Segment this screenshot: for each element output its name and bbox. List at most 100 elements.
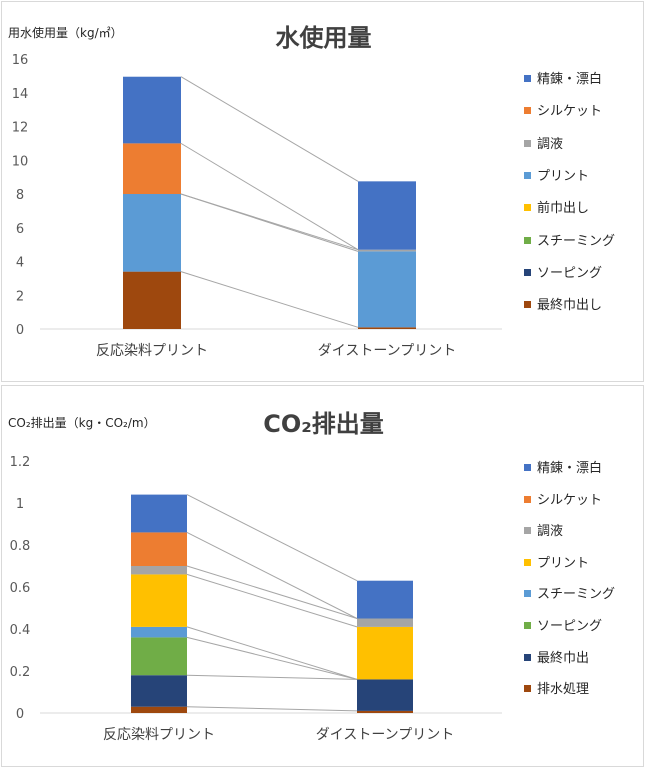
bar-segment [123,271,181,329]
series-connector-line [180,193,359,251]
legend-label: 精錬・漂白 [537,72,603,87]
bar-segment [357,710,413,713]
series-connector-line [186,565,358,619]
bar-segment [123,76,181,144]
legend-label: ソーピング [537,619,603,634]
legend-item: 調液 [524,133,564,152]
legend-item: ソーピング [524,262,603,281]
legend-item: ソーピング [524,615,603,634]
legend-swatch [524,171,531,179]
bar-segment [357,679,413,711]
y-tick-label: 1.2 [10,455,31,470]
legend-item: 精錬・漂白 [524,457,603,476]
co2-emission-chart-title: CO₂排出量 [263,410,384,438]
legend-swatch [524,558,531,566]
y-tick-label: 0 [16,707,24,722]
legend-item: 調液 [524,520,564,540]
series-connector-line [186,531,358,619]
y-tick-label: 1 [16,497,24,512]
legend-item: 精錬・漂白 [524,68,603,87]
legend-label: 精錬・漂白 [537,461,603,476]
legend-item: プリント [524,165,589,184]
co2-emission-chart-panel: 0 0.2 0.4 0.6 0.8 1 1.2 反応染料プリント ダイストーンプリント CO₂排… [1,385,644,767]
series-connector-line [180,76,359,182]
legend-label: シルケット [537,104,603,120]
legend-swatch [524,495,531,503]
legend-label: シルケット [537,492,603,508]
water-usage-chart-panel: 0 2 4 6 8 10 12 14 16 反応染料プリント ダイストーンプリント 水使用量 用水使… [1,1,644,382]
bar-segment [357,626,413,680]
legend-swatch [524,527,531,535]
x-category-label: ダイストーンプリント [316,727,454,743]
legend-item: 前巾出し [524,197,590,217]
legend-item: スチーミング [524,230,615,249]
legend-swatch [524,590,531,598]
y-tick-label: 0.6 [10,581,31,596]
legend-item: 最終巾出し [524,294,603,314]
y-tick-label: 4 [16,256,24,271]
legend-swatch [524,139,531,147]
series-connector-line [180,271,359,328]
legend-label: スチーミング [537,587,616,603]
series-connector-line [186,573,358,628]
legend-label: ソーピング [537,265,603,281]
legend-swatch [524,464,531,471]
legend-label: 前巾出し [537,201,590,217]
bar-segment [357,580,413,619]
bar-segment [123,194,181,272]
series-connector-line [186,626,358,680]
y-tick-label: 6 [16,222,24,237]
y-tick-label: 10 [12,154,29,169]
water-usage-chart-plot: 0 2 4 6 8 10 12 14 16 反応染料プリント ダイストーンプリント [12,53,502,359]
bar-segment [131,574,187,627]
y-tick-label: 16 [12,53,29,68]
bar-segment [358,181,416,250]
y-tick-label: 2 [16,289,24,304]
bar-segment [123,143,181,194]
legend-label: 調液 [537,136,564,152]
co2-emission-chart-plot: 0 0.2 0.4 0.6 0.8 1 1.2 反応染料プリント ダイストーンプリント [10,455,502,743]
y-tick-label: 8 [16,188,24,203]
legend-swatch [524,301,531,309]
legend-swatch [524,268,531,276]
legend-swatch [524,653,531,661]
series-connector-line [186,636,358,680]
bar-segment [358,249,416,252]
legend-item: 排水処理 [524,678,590,698]
y-tick-label: 12 [12,121,29,136]
bar-segment [131,626,187,638]
y-tick-label: 0 [16,323,24,338]
legend-label: 最終巾出し [537,298,603,314]
legend-swatch [524,107,531,115]
legend-swatch [524,685,531,693]
legend-label: 排水処理 [537,682,590,698]
y-tick-label: 0.8 [10,539,31,554]
legend-label: プリント [537,555,590,571]
bar-segment [131,637,187,676]
co2-emission-unit-label: CO₂排出量（kg・CO₂/m） [8,416,156,430]
legend-swatch [524,75,531,82]
legend-swatch [524,204,531,212]
series-connector-line [186,494,358,582]
series-connector-line [186,674,358,680]
legend-item: スチーミング [524,583,616,603]
y-tick-label: 0.2 [10,665,31,680]
water-usage-unit-label: 用水使用量（kg/㎡） [8,26,123,40]
legend-label: 調液 [537,524,564,540]
bar-segment [131,494,187,533]
bar-segment [131,566,187,575]
series-connector-line [180,142,359,251]
legend-item: シルケット [524,489,603,508]
legend-item: 最終巾出 [524,647,590,666]
series-connector-line [186,706,358,712]
y-tick-label: 14 [12,87,29,102]
legend-label: 最終巾出 [537,650,590,666]
bar-segment [358,251,416,328]
legend-swatch [524,236,531,244]
legend-swatch [524,622,531,629]
bar-segment [131,675,187,707]
x-category-label: ダイストーンプリント [318,343,456,359]
water-usage-chart-title: 水使用量 [275,24,372,52]
x-category-label: 反応染料プリント [96,343,208,359]
legend-item: シルケット [524,100,603,120]
